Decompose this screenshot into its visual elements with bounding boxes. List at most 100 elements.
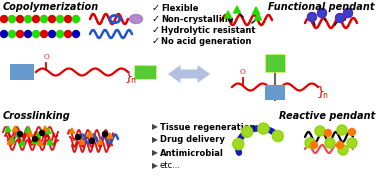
Circle shape [8,30,15,38]
Circle shape [338,145,348,155]
Circle shape [347,138,357,148]
Text: Non-crystalline: Non-crystalline [161,15,234,24]
Text: Tissue regeneration: Tissue regeneration [160,122,256,131]
Circle shape [315,126,325,136]
Circle shape [305,138,315,148]
Polygon shape [225,11,231,18]
Text: ▶: ▶ [152,136,158,145]
Text: n: n [130,76,135,85]
Polygon shape [79,139,85,144]
Polygon shape [9,137,15,143]
Circle shape [344,8,353,18]
Circle shape [338,145,348,155]
Circle shape [0,16,8,22]
Polygon shape [35,132,41,138]
Circle shape [40,16,48,22]
Circle shape [233,139,244,150]
Circle shape [33,16,39,22]
Circle shape [233,139,244,150]
Circle shape [48,30,56,38]
Circle shape [73,30,79,38]
Circle shape [337,125,347,135]
Circle shape [76,134,81,140]
Circle shape [258,123,269,134]
Text: Drug delivery: Drug delivery [160,136,225,145]
Text: No acid generation: No acid generation [161,36,251,45]
Circle shape [56,30,64,38]
Text: ✓: ✓ [152,14,160,24]
Circle shape [73,16,79,22]
FancyBboxPatch shape [265,54,285,72]
Circle shape [39,131,45,136]
Text: ✓: ✓ [152,25,160,35]
Text: Hydrolytic resistant: Hydrolytic resistant [161,25,256,34]
Polygon shape [253,7,260,14]
Text: }: } [124,70,132,84]
Polygon shape [25,127,31,133]
Text: O: O [240,68,246,76]
Circle shape [90,139,94,143]
Circle shape [0,30,8,38]
Polygon shape [15,131,21,137]
Circle shape [307,13,316,22]
Polygon shape [42,126,48,131]
Circle shape [8,16,15,22]
Circle shape [17,131,23,137]
Polygon shape [32,138,38,144]
Polygon shape [27,131,33,136]
Polygon shape [5,126,11,132]
Circle shape [33,137,37,142]
Circle shape [337,125,347,135]
FancyBboxPatch shape [265,85,285,100]
Text: O: O [43,53,49,61]
Circle shape [305,138,315,148]
Text: Reactive pendant: Reactive pendant [279,111,375,121]
Polygon shape [69,128,75,133]
Circle shape [324,130,332,137]
Ellipse shape [130,15,143,24]
Text: ▶: ▶ [152,148,158,157]
Polygon shape [37,140,43,145]
Circle shape [65,16,71,22]
Polygon shape [87,131,93,136]
Circle shape [272,131,283,142]
Circle shape [25,30,31,38]
Circle shape [336,142,344,148]
Text: Flexible: Flexible [161,4,198,13]
Circle shape [272,131,283,142]
Circle shape [242,126,253,137]
Circle shape [40,30,48,38]
Polygon shape [12,126,18,131]
FancyBboxPatch shape [10,64,34,80]
Circle shape [347,138,357,148]
Text: Crosslinking: Crosslinking [3,111,71,121]
Polygon shape [19,140,25,146]
Polygon shape [45,128,51,134]
Circle shape [56,16,64,22]
Circle shape [258,123,269,134]
Circle shape [318,8,327,18]
Polygon shape [97,139,103,144]
FancyBboxPatch shape [134,65,156,79]
Polygon shape [7,139,13,144]
Circle shape [48,16,56,22]
Circle shape [25,16,31,22]
Circle shape [102,131,107,137]
Text: Functional pendant: Functional pendant [268,2,375,12]
Circle shape [33,30,39,38]
Circle shape [325,138,335,148]
Text: n: n [322,91,327,99]
Polygon shape [254,13,262,20]
Text: }: } [316,85,324,99]
Circle shape [315,126,325,136]
Text: ▶: ▶ [152,122,158,131]
Circle shape [325,138,335,148]
Text: ✓: ✓ [152,3,160,13]
Text: ✓: ✓ [152,36,160,46]
Circle shape [310,142,318,148]
Polygon shape [167,64,211,84]
Polygon shape [47,139,53,145]
Polygon shape [107,133,113,138]
Circle shape [17,16,23,22]
Text: Copolymerization: Copolymerization [3,2,99,12]
